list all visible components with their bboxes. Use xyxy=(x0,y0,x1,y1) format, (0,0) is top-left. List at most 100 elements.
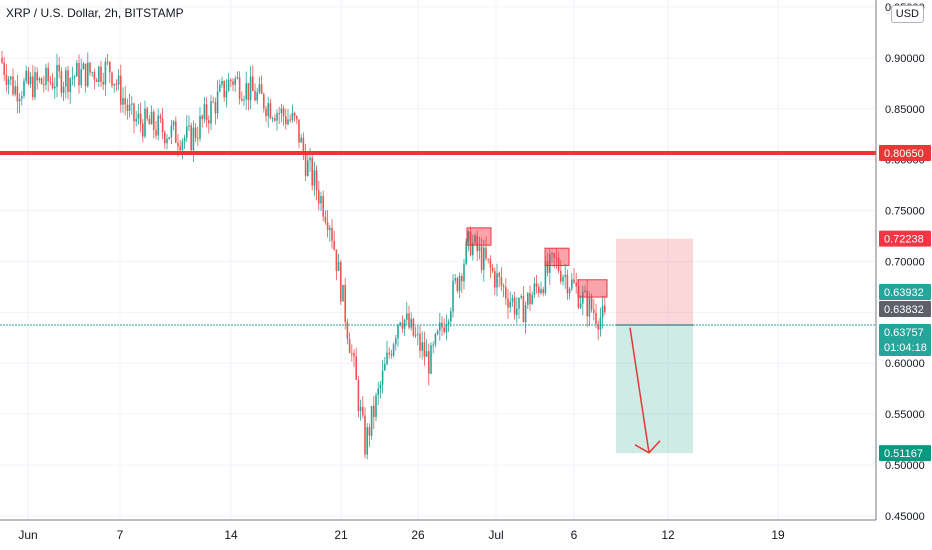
highlight-box xyxy=(466,227,492,246)
candle-body xyxy=(133,103,135,122)
candle-body xyxy=(47,67,49,82)
candle-body xyxy=(562,276,564,282)
time-tick-label: 19 xyxy=(771,528,785,542)
candle-body xyxy=(551,253,553,255)
candle-body xyxy=(544,261,547,294)
grid-lines xyxy=(0,0,876,520)
time-tick-label: 26 xyxy=(411,528,425,542)
candle-body xyxy=(128,104,131,111)
candle-body xyxy=(210,101,212,124)
candle-body xyxy=(98,66,100,83)
candle-body xyxy=(153,111,155,130)
candle-body xyxy=(170,125,173,138)
candle-body xyxy=(124,98,126,105)
candle-body xyxy=(406,313,408,320)
price-tick-label: 0.85000 xyxy=(885,104,925,116)
candle-body xyxy=(265,108,267,117)
candle-body xyxy=(601,305,604,318)
candle-body xyxy=(445,324,448,333)
candle-body xyxy=(225,91,228,98)
candle-body xyxy=(472,242,474,256)
candle-body xyxy=(159,115,162,119)
candle-body xyxy=(337,261,340,271)
candle-body xyxy=(318,190,320,204)
candle-body xyxy=(458,275,461,292)
candle-body xyxy=(491,267,494,272)
candle-body xyxy=(254,90,256,101)
candle-body xyxy=(45,67,47,85)
candle-body xyxy=(573,279,575,283)
time-tick-label: Jul xyxy=(488,528,503,542)
candle-body xyxy=(117,75,120,85)
candle-body xyxy=(166,138,168,144)
candle-body xyxy=(533,283,536,295)
candle-body xyxy=(419,333,421,351)
candle-body xyxy=(16,86,19,102)
candle-body xyxy=(1,57,3,63)
candle-body xyxy=(478,246,481,252)
candle-body xyxy=(531,294,533,305)
candle-body xyxy=(3,62,5,75)
candle-body xyxy=(549,254,551,273)
candle-body xyxy=(417,333,419,335)
time-tick-label: 12 xyxy=(661,528,675,542)
candle-body xyxy=(357,379,360,412)
candle-body xyxy=(93,72,96,80)
countdown-label: 01:04:18 xyxy=(884,342,927,354)
candle-body xyxy=(524,305,527,323)
candle-body xyxy=(395,338,397,345)
candle-body xyxy=(322,195,324,217)
candle-body xyxy=(568,288,571,294)
candle-body xyxy=(390,354,393,356)
candle-body xyxy=(232,81,234,85)
candle-body xyxy=(300,137,302,143)
candle-body xyxy=(172,121,175,126)
candle-body xyxy=(269,103,272,119)
candle-body xyxy=(65,70,67,87)
candle-body xyxy=(557,257,560,271)
price-tick-label: 0.75000 xyxy=(885,206,925,218)
candle-body xyxy=(403,319,406,329)
candle-body xyxy=(113,83,115,86)
candle-body xyxy=(175,121,177,143)
stop-loss-zone xyxy=(616,238,693,325)
candle-body xyxy=(469,231,472,256)
price-tick-label: 0.50000 xyxy=(885,460,925,472)
candle-body xyxy=(430,345,432,374)
candle-body xyxy=(122,98,124,105)
candle-body xyxy=(351,352,353,354)
candle-body xyxy=(604,305,606,312)
candle-body xyxy=(71,77,74,79)
candle-body xyxy=(320,195,322,204)
candle-body xyxy=(513,297,516,315)
candle-body xyxy=(487,258,489,260)
candle-body xyxy=(18,98,21,102)
candle-body xyxy=(489,259,492,268)
price-label-text: 0.63832 xyxy=(884,304,924,316)
candle-body xyxy=(285,116,287,125)
candle-body xyxy=(89,62,91,73)
candle-body xyxy=(333,240,335,250)
candle-body xyxy=(546,261,549,273)
candle-body xyxy=(137,113,140,119)
price-lines xyxy=(0,151,876,326)
candle-body xyxy=(571,279,573,289)
candle-body xyxy=(56,65,58,87)
candle-body xyxy=(588,296,591,317)
price-tick-label: 0.70000 xyxy=(885,256,925,268)
candle-body xyxy=(267,103,269,117)
currency-button[interactable]: USD xyxy=(890,5,924,23)
candle-body xyxy=(271,118,274,120)
candle-body xyxy=(432,344,434,346)
candle-body xyxy=(76,63,78,77)
candle-body xyxy=(67,70,69,93)
candle-body xyxy=(511,297,514,302)
candle-body xyxy=(579,303,582,308)
candle-body xyxy=(214,102,217,114)
candle-body xyxy=(313,170,316,186)
candle-body xyxy=(560,270,562,282)
price-tick-label: 0.90000 xyxy=(885,53,925,65)
candle-body xyxy=(216,91,219,114)
candle-body xyxy=(555,257,558,259)
